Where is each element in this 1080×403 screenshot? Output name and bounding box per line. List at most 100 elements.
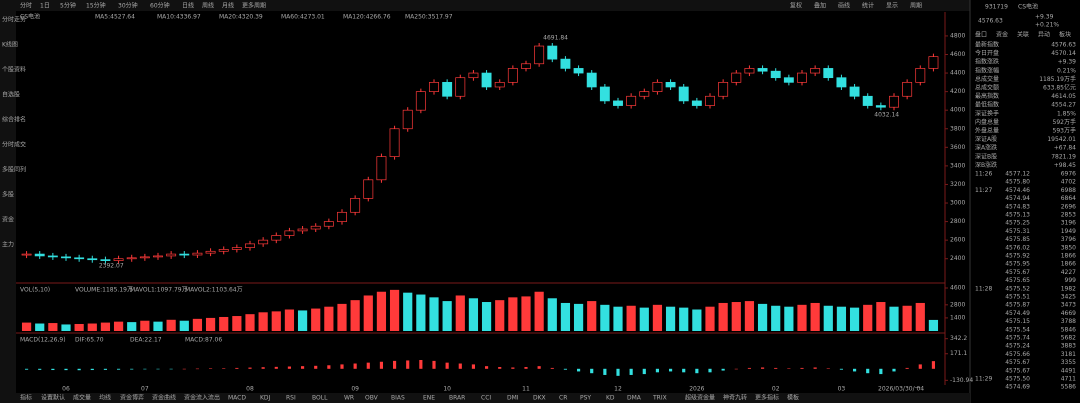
quote-tab[interactable]: 异动 — [1038, 32, 1050, 39]
indicator-tab[interactable]: CCI — [481, 395, 491, 402]
indicator-tab[interactable]: 资金曲线 — [152, 394, 176, 402]
period-tab[interactable]: 30分钟 — [118, 2, 138, 10]
quote-tab[interactable]: 盘口 — [975, 31, 987, 39]
candle — [849, 86, 860, 97]
side-tab[interactable]: 资金 — [2, 216, 14, 224]
candle — [902, 81, 913, 97]
period-tab[interactable]: 分时 — [20, 2, 32, 10]
indicator-tab[interactable]: BIAS — [391, 395, 405, 402]
indicator-tab[interactable]: 成交量 — [73, 394, 91, 402]
candle — [245, 243, 255, 248]
period-tab[interactable]: 更多周期 — [242, 2, 266, 10]
bar — [64, 368, 68, 371]
indicator-tab[interactable]: 神奇九转 — [723, 394, 747, 402]
indicator-tab[interactable]: KD — [606, 395, 615, 402]
indicator-tab[interactable]: ENE — [423, 395, 435, 402]
bar — [560, 302, 571, 331]
trade-price: 4575.74 — [1005, 335, 1030, 342]
field-value: +67.84 — [1054, 145, 1076, 152]
bar — [48, 323, 58, 331]
indicator-legend: VOLUME:1185.19万 — [75, 287, 133, 294]
bar — [179, 320, 189, 331]
side-tab[interactable]: 主力 — [2, 241, 14, 249]
bar — [419, 360, 423, 369]
field-label: 总成交量 — [975, 75, 999, 83]
indicator-tab[interactable]: 资金流入流出 — [184, 394, 220, 402]
tool-button[interactable]: 周期 — [910, 2, 922, 10]
side-tab[interactable]: 多股 — [2, 191, 14, 199]
indicator-tab[interactable]: TRIX — [652, 395, 667, 402]
code: 931719 — [985, 4, 1008, 11]
indicator-tab[interactable]: 模板 — [787, 394, 799, 402]
indicator-tab[interactable]: 均线 — [99, 394, 111, 402]
period-tab[interactable]: 5分钟 — [60, 2, 76, 10]
indicator-tab[interactable]: CR — [559, 395, 567, 402]
field-value: 4570.14 — [1051, 50, 1076, 57]
indicator-tab[interactable]: PSY — [580, 395, 591, 402]
indicator-tab[interactable]: 资金博弈 — [120, 394, 144, 402]
side-tab[interactable]: 综合排名 — [2, 116, 26, 124]
tool-button[interactable]: 复权 — [790, 2, 802, 10]
indicator-tab[interactable]: DMA — [627, 395, 642, 402]
period-tab[interactable]: 1日 — [40, 3, 50, 10]
side-tab[interactable]: 分时走势 — [2, 16, 26, 24]
side-tab[interactable]: 自选股 — [2, 91, 20, 99]
indicator-tab[interactable]: DKX — [533, 395, 546, 402]
period-tab[interactable]: 60分钟 — [150, 2, 170, 10]
bar — [156, 368, 160, 370]
trade-price: 4574.46 — [1005, 187, 1030, 194]
bar — [695, 368, 699, 374]
candle — [665, 81, 676, 88]
trade-volume: 4491 — [1061, 367, 1076, 374]
indicator-tab[interactable]: 超级资金量 — [685, 394, 715, 402]
y-tick-label: 1400 — [950, 314, 965, 321]
bar — [721, 368, 725, 371]
period-tab[interactable]: 周线 — [202, 2, 214, 10]
tool-button[interactable]: 显示 — [886, 3, 898, 10]
tool-button[interactable]: 叠加 — [814, 2, 826, 10]
tool-button[interactable]: 统计 — [862, 2, 874, 10]
side-tab[interactable]: 分时成交 — [2, 141, 26, 149]
indicator-tab[interactable]: OBV — [365, 395, 379, 402]
period-tab[interactable]: 日线 — [182, 2, 194, 10]
candle — [586, 72, 597, 88]
indicator-tab[interactable]: 设置默认 — [41, 394, 65, 402]
trade-volume: 3425 — [1061, 294, 1076, 301]
y-tick-label: 342.2 — [950, 335, 967, 342]
bar — [376, 291, 387, 331]
candle — [415, 91, 426, 111]
bar — [481, 302, 492, 331]
period-tab[interactable]: 月线 — [222, 2, 234, 10]
bar — [245, 314, 255, 331]
side-tab[interactable]: 多股同列 — [2, 166, 26, 174]
quote-tab[interactable]: 板块 — [1059, 31, 1071, 39]
quote-tab[interactable]: 关联 — [1017, 31, 1029, 39]
indicator-tab[interactable]: 指标 — [20, 394, 32, 402]
indicator-tab[interactable]: KDJ — [260, 395, 271, 402]
quote-tab[interactable]: 资金 — [996, 31, 1008, 39]
indicator-tab[interactable]: BRAR — [449, 395, 465, 402]
x-tick-label: 09 — [351, 386, 359, 393]
indicator-tab[interactable]: WR — [344, 395, 354, 402]
bar — [232, 316, 242, 331]
bar — [616, 368, 620, 376]
low-label: 4032.14 — [874, 112, 899, 119]
tool-button[interactable]: 画线 — [838, 2, 850, 10]
indicator-tab[interactable]: RSI — [286, 395, 296, 402]
side-tab[interactable]: 个股资料 — [2, 66, 26, 74]
indicator-tab[interactable]: 更多指标 — [755, 394, 779, 402]
indicator-tab[interactable]: DMI — [507, 395, 519, 402]
side-tab[interactable]: K线图 — [2, 41, 18, 49]
trade-volume: 5586 — [1061, 384, 1076, 391]
bar — [445, 362, 449, 369]
indicator-tab[interactable]: MACD — [228, 395, 246, 402]
bar — [248, 367, 252, 369]
period-tab[interactable]: 15分钟 — [86, 2, 106, 10]
bar — [902, 305, 912, 331]
candle — [757, 68, 768, 72]
bar — [287, 366, 292, 369]
indicator-tab[interactable]: BOLL — [312, 395, 328, 402]
candle — [455, 77, 466, 97]
candle — [113, 258, 124, 261]
